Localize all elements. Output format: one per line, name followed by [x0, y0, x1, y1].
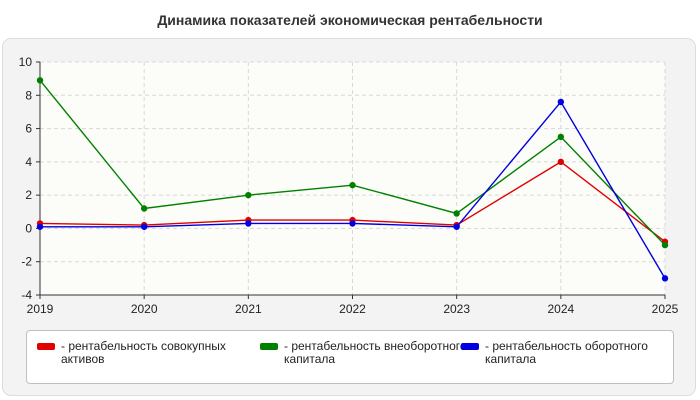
data-point-1-5 — [557, 133, 565, 141]
y-tick-label: 10 — [19, 55, 33, 69]
data-point-2-5 — [557, 98, 565, 106]
y-tick-label: -2 — [21, 255, 32, 269]
x-tick-label: 2024 — [547, 302, 574, 316]
y-tick-label: 4 — [25, 155, 32, 169]
data-point-0-5 — [557, 158, 565, 166]
data-point-1-6 — [661, 241, 669, 249]
series-group — [36, 77, 669, 282]
data-point-1-0 — [36, 77, 44, 84]
legend-swatch-red — [37, 343, 55, 350]
x-tick-label: 2020 — [131, 302, 158, 316]
data-point-1-4 — [453, 210, 460, 217]
data-point-2-2 — [245, 220, 252, 227]
data-point-2-1 — [140, 223, 148, 230]
x-tick-label: 2021 — [235, 302, 262, 316]
data-point-2-3 — [349, 220, 356, 227]
y-tick-label: -4 — [21, 288, 32, 302]
legend-swatch-blue — [461, 343, 479, 350]
x-tick-label: 2022 — [339, 302, 366, 316]
y-tick-label: 2 — [25, 188, 32, 202]
data-point-2-4 — [453, 223, 460, 230]
legend: - рентабельность совокупных активов - ре… — [26, 330, 674, 384]
data-point-2-6 — [661, 275, 669, 282]
data-point-1-2 — [245, 191, 252, 199]
legend-swatch-green — [260, 343, 278, 350]
y-tick-label: 0 — [25, 221, 32, 235]
data-point-2-0 — [36, 223, 44, 230]
data-point-1-3 — [349, 181, 356, 189]
x-tick-label: 2023 — [443, 302, 470, 316]
axes — [36, 61, 666, 299]
chart-title: Динамика показателей экономическая рента… — [157, 12, 543, 28]
x-tick-label: 2025 — [652, 302, 679, 316]
y-tick-label: 6 — [25, 122, 32, 136]
data-point-1-1 — [140, 205, 148, 212]
x-tick-label: 2019 — [27, 302, 54, 316]
legend-label: - рентабельность совокупных активов — [61, 339, 226, 366]
legend-label: - рентабельность оборотного капитала — [485, 339, 648, 366]
y-tick-label: 8 — [25, 88, 32, 102]
legend-label: - рентабельность внеоборотного капитала — [284, 339, 467, 366]
